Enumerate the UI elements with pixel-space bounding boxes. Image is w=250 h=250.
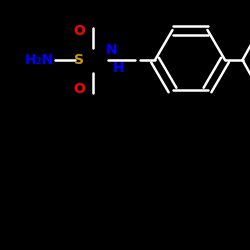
Text: H: H: [113, 60, 124, 74]
Text: O: O: [73, 82, 85, 96]
Text: S: S: [74, 53, 84, 67]
Text: N: N: [106, 43, 117, 57]
Text: O: O: [73, 24, 85, 38]
Text: H₂N: H₂N: [25, 53, 54, 67]
